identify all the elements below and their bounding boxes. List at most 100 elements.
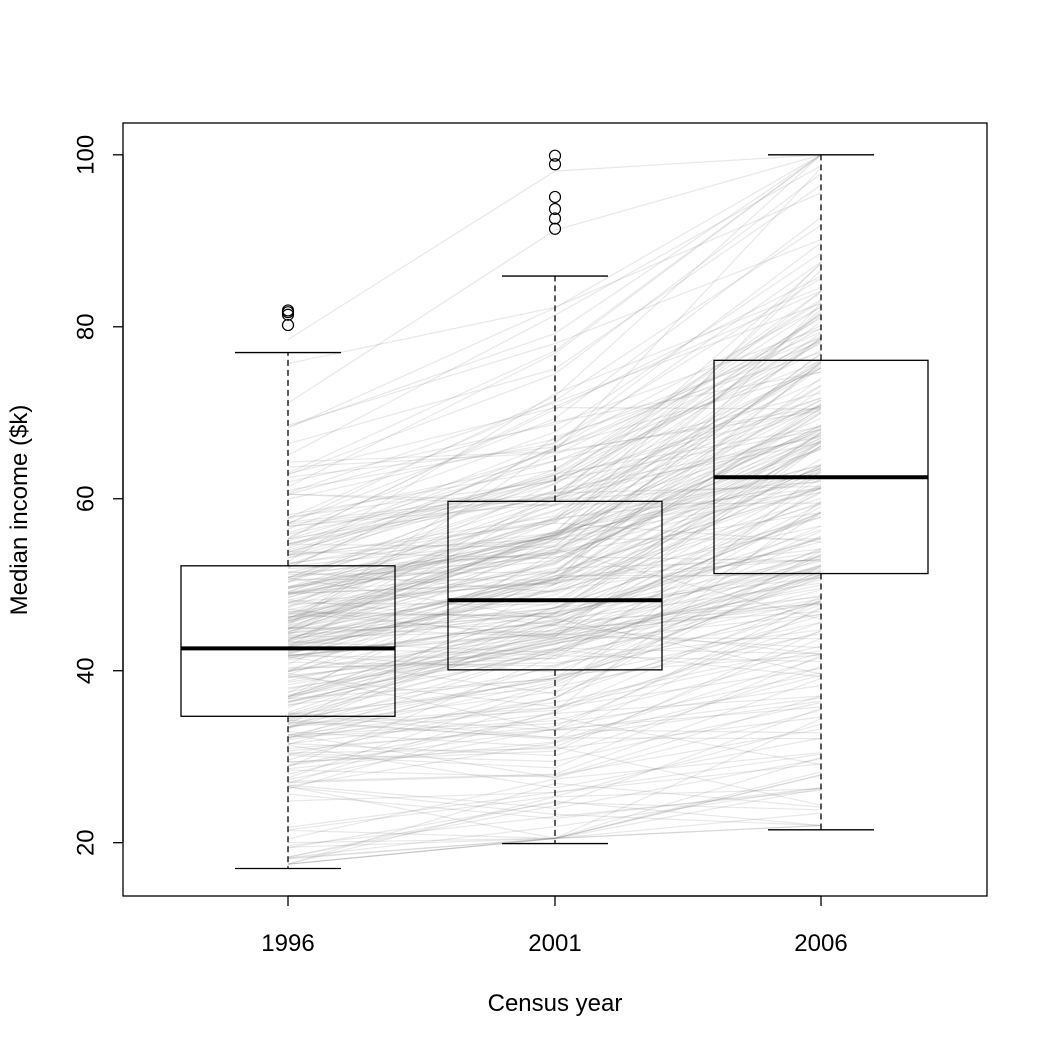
trajectory-line bbox=[287, 574, 822, 683]
trajectory-line bbox=[287, 477, 822, 588]
x-tick-label: 1996 bbox=[261, 930, 314, 957]
trajectory-line bbox=[287, 464, 822, 645]
trajectory-line bbox=[287, 512, 822, 682]
trajectory-line bbox=[287, 576, 822, 706]
trajectory-line bbox=[287, 411, 822, 611]
trajectory-lines bbox=[287, 154, 822, 865]
trajectory-line bbox=[287, 406, 822, 468]
y-tick-label: 80 bbox=[73, 313, 100, 340]
trajectory-line bbox=[287, 729, 822, 749]
trajectory-line bbox=[287, 557, 822, 667]
trajectory-line bbox=[287, 758, 822, 809]
trajectory-line bbox=[287, 464, 822, 564]
trajectory-line bbox=[287, 410, 822, 534]
trajectory-line bbox=[287, 463, 822, 622]
trajectory-line bbox=[287, 269, 822, 596]
trajectory-line bbox=[287, 564, 822, 672]
trajectory-line bbox=[287, 432, 822, 604]
trajectory-line bbox=[287, 337, 822, 565]
trajectory-line bbox=[287, 487, 822, 576]
trajectory-line bbox=[287, 787, 822, 820]
y-tick-label: 60 bbox=[73, 485, 100, 512]
trajectory-line bbox=[287, 565, 822, 689]
trajectory-line bbox=[287, 613, 822, 746]
trajectory-line bbox=[287, 492, 822, 626]
trajectory-line bbox=[287, 173, 822, 476]
trajectory-line bbox=[287, 731, 822, 806]
trajectory-line bbox=[287, 417, 822, 634]
trajectory-line bbox=[287, 723, 822, 831]
trajectory-line bbox=[287, 604, 822, 756]
trajectory-line bbox=[287, 624, 822, 655]
trajectory-line bbox=[287, 360, 822, 630]
trajectory-line bbox=[287, 300, 822, 551]
trajectory-line bbox=[287, 491, 822, 620]
trajectory-line bbox=[287, 431, 822, 646]
trajectory-line bbox=[287, 438, 822, 642]
trajectory-line bbox=[287, 503, 822, 632]
trajectory-line bbox=[287, 367, 822, 609]
trajectory-line bbox=[287, 479, 822, 641]
trajectory-line bbox=[287, 564, 822, 677]
trajectory-line bbox=[287, 611, 822, 722]
trajectory-line bbox=[287, 431, 822, 648]
trajectory-line bbox=[287, 389, 822, 622]
trajectory-line bbox=[287, 464, 822, 648]
trajectory-line bbox=[287, 788, 822, 865]
trajectory-line bbox=[287, 335, 822, 559]
trajectory-line bbox=[287, 602, 822, 638]
box-iqr bbox=[447, 500, 663, 671]
trajectory-line bbox=[287, 424, 822, 590]
trajectory-line bbox=[287, 353, 822, 627]
trajectory-line bbox=[287, 485, 822, 544]
trajectory-line bbox=[287, 466, 822, 655]
trajectory-line bbox=[287, 427, 822, 595]
trajectory-line bbox=[287, 424, 822, 594]
trajectory-line bbox=[287, 426, 822, 554]
trajectory-line bbox=[287, 516, 822, 618]
trajectory-line bbox=[287, 321, 822, 559]
trajectory-line bbox=[287, 261, 822, 578]
trajectory-line bbox=[287, 721, 822, 740]
trajectory-line bbox=[287, 700, 822, 739]
trajectory-line bbox=[287, 774, 822, 848]
trajectory-line bbox=[287, 630, 822, 738]
trajectory-line bbox=[287, 486, 822, 594]
trajectory-line bbox=[287, 436, 822, 655]
trajectory-line bbox=[287, 447, 822, 673]
trajectory-line bbox=[287, 637, 822, 715]
trajectory-line bbox=[287, 606, 822, 740]
trajectory-line bbox=[287, 548, 822, 613]
trajectory-line bbox=[287, 154, 822, 488]
trajectory-line bbox=[287, 629, 822, 669]
box-iqr bbox=[713, 359, 929, 575]
trajectory-line bbox=[287, 637, 822, 763]
trajectory-line bbox=[287, 589, 822, 670]
trajectory-line bbox=[287, 442, 822, 636]
trajectory-line bbox=[287, 718, 822, 865]
trajectory-line bbox=[287, 787, 822, 859]
trajectory-line bbox=[287, 511, 822, 725]
trajectory-line bbox=[287, 706, 822, 767]
trajectory-line bbox=[287, 487, 822, 676]
outlier-point bbox=[548, 212, 562, 225]
trajectory-line bbox=[287, 548, 822, 641]
trajectory-line bbox=[287, 468, 822, 570]
trajectory-line bbox=[287, 338, 822, 596]
trajectory-line bbox=[287, 565, 822, 785]
trajectory-line bbox=[287, 737, 822, 789]
trajectory-line bbox=[287, 239, 822, 426]
trajectory-line bbox=[287, 655, 822, 769]
trajectory-line bbox=[287, 286, 822, 563]
trajectory-line bbox=[287, 633, 822, 715]
trajectory-line bbox=[287, 516, 822, 698]
trajectory-line bbox=[287, 154, 822, 341]
trajectory-line bbox=[287, 428, 822, 624]
y-tick-label: 20 bbox=[73, 829, 100, 856]
trajectory-line bbox=[287, 385, 822, 588]
trajectory-line bbox=[287, 555, 822, 654]
box-iqr bbox=[180, 565, 396, 717]
trajectory-line bbox=[287, 458, 822, 636]
y-tick-label: 40 bbox=[73, 657, 100, 684]
